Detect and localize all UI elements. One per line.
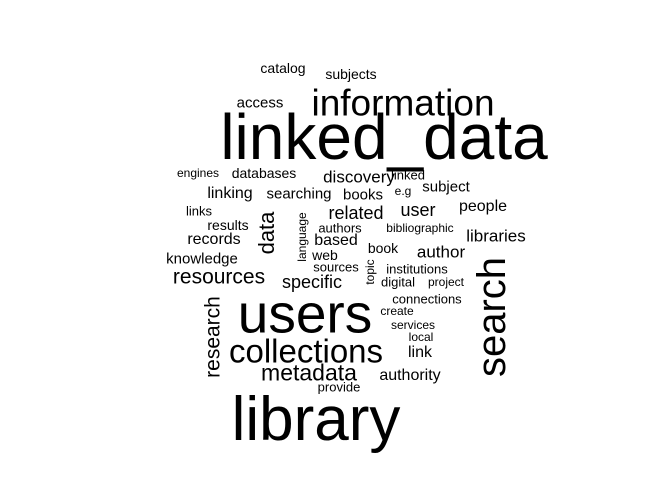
word-linking: linking	[207, 185, 253, 202]
word-provide: provide	[317, 379, 361, 395]
word-link: link	[407, 344, 433, 361]
word-sources: sources	[313, 259, 359, 275]
word-book: book	[367, 240, 399, 256]
word-people: people	[458, 198, 508, 215]
word-research: research	[201, 296, 225, 378]
word-information: information	[311, 82, 495, 124]
word-discovery: discovery	[323, 167, 395, 187]
word-web: web	[312, 247, 338, 263]
word-libraries: libraries	[466, 226, 526, 246]
word-connections: connections	[392, 291, 462, 307]
word-related: related	[328, 203, 384, 223]
word-databases: databases	[231, 165, 297, 181]
word-based: based	[314, 232, 358, 249]
word-data: data	[254, 211, 279, 255]
word-search: search	[470, 256, 514, 378]
word-subject: subject	[422, 178, 470, 196]
word-bibliographic: bibliographic	[386, 221, 454, 235]
word-institutions: institutions	[386, 261, 448, 277]
word-language: language	[295, 212, 309, 262]
word-digital: digital	[381, 274, 415, 290]
word-local: local	[408, 330, 434, 344]
word-author: author	[416, 242, 466, 262]
word-authority: authority	[379, 367, 441, 384]
word-library: library	[231, 385, 401, 454]
word-project: project	[427, 275, 465, 289]
word-access: access	[236, 94, 284, 112]
word-linked-data: linked_data	[220, 101, 548, 173]
word-metadata: metadata	[261, 359, 357, 386]
word-knowledge: knowledge	[166, 250, 238, 268]
word-services: services	[390, 318, 436, 332]
word-records: records	[187, 231, 241, 248]
word-topic: topic	[363, 259, 377, 285]
word-users: users	[237, 282, 373, 345]
word-results: results	[207, 217, 249, 233]
word-authors: authors	[318, 220, 362, 236]
word-links: links	[185, 203, 213, 219]
word-specific: specific	[281, 272, 343, 292]
word-user: user	[400, 200, 436, 220]
word-catalog: catalog	[260, 60, 306, 76]
word-books: books	[342, 186, 384, 204]
word-searching: searching	[266, 185, 332, 203]
word-resources: resources	[172, 265, 266, 289]
word-subjects: subjects	[325, 66, 377, 82]
word-collections: collections	[228, 332, 384, 370]
word-linked: linked	[391, 167, 425, 183]
word-e-g: e.g	[394, 184, 412, 198]
word-create: create	[380, 304, 414, 318]
word-engines: engines	[176, 166, 220, 180]
